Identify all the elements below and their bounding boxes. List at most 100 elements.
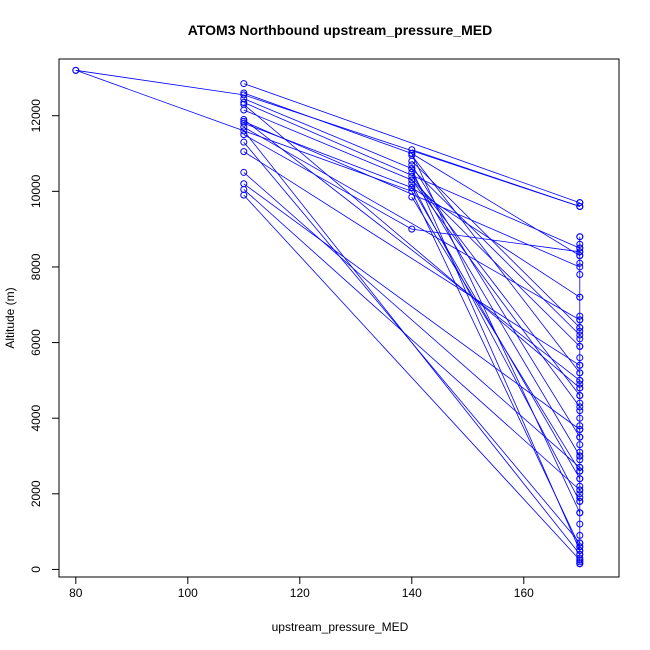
chart-title: ATOM3 Northbound upstream_pressure_MED: [188, 22, 492, 38]
data-point: [240, 131, 248, 139]
y-tick-label: 8000: [29, 253, 43, 280]
data-point: [576, 271, 584, 279]
data-point: [576, 316, 584, 324]
data-point: [576, 456, 584, 464]
data-point: [576, 556, 584, 564]
data-point: [576, 497, 584, 505]
data-point: [576, 543, 584, 551]
x-tick-label: 80: [69, 586, 83, 600]
data-point: [576, 199, 584, 207]
data-point: [576, 441, 584, 449]
data-point: [576, 252, 584, 260]
series-line-25: [411, 196, 581, 472]
series-line-0: [75, 69, 580, 207]
series-layer: [75, 69, 581, 564]
series-line-13: [243, 183, 581, 430]
data-point: [576, 403, 584, 411]
data-point: [576, 259, 584, 267]
data-point: [576, 407, 584, 415]
data-point: [576, 335, 584, 343]
data-point: [576, 354, 584, 362]
series-line-23: [411, 172, 581, 457]
series-line-14: [243, 189, 581, 491]
data-point: [240, 180, 248, 188]
series-line-21: [411, 155, 581, 374]
y-tick-label: 0: [29, 566, 43, 573]
x-tick-label: 120: [290, 586, 310, 600]
data-point: [576, 244, 584, 252]
series-line-30: [411, 153, 581, 513]
data-point: [576, 509, 584, 517]
data-point: [240, 91, 248, 99]
data-point: [576, 448, 584, 456]
y-axis: 0 2000 4000 6000 8000 10000 12000: [29, 99, 60, 573]
data-point: [240, 191, 248, 199]
x-tick-label: 100: [178, 586, 198, 600]
series-line-11: [243, 151, 581, 366]
data-point: [576, 426, 584, 434]
data-point: [576, 414, 584, 422]
data-point: [408, 157, 416, 165]
data-point: [576, 202, 584, 210]
series-line-18: [243, 119, 581, 381]
data-point: [576, 323, 584, 331]
y-tick-label: 4000: [29, 405, 43, 432]
data-point: [576, 486, 584, 494]
data-point: [408, 180, 416, 188]
data-point: [576, 392, 584, 400]
series-line-10: [243, 134, 580, 253]
x-tick-label: 140: [402, 586, 422, 600]
data-point: [576, 361, 584, 369]
data-point: [408, 176, 416, 184]
data-point: [576, 452, 584, 460]
data-point: [576, 490, 584, 498]
data-point: [576, 384, 584, 392]
data-point: [576, 482, 584, 490]
data-point: [408, 225, 416, 233]
series-line-24: [411, 183, 581, 502]
data-point: [408, 165, 416, 173]
x-axis: 80 100 120 140 160: [69, 576, 534, 600]
plot-area-frame: [58, 58, 620, 578]
data-point: [576, 263, 584, 271]
series-line-17: [243, 104, 581, 389]
data-point: [408, 193, 416, 201]
data-point: [576, 433, 584, 441]
data-point: [576, 233, 584, 241]
data-point: [576, 547, 584, 555]
data-point: [576, 293, 584, 301]
data-point: [408, 150, 416, 158]
series-line-31: [411, 179, 581, 347]
y-tick-label: 2000: [29, 480, 43, 507]
series-line-26: [411, 164, 581, 438]
data-point: [576, 422, 584, 430]
data-point: [576, 463, 584, 471]
data-point: [240, 100, 248, 108]
data-point: [576, 312, 584, 320]
data-point: [576, 520, 584, 528]
data-point: [240, 138, 248, 146]
data-point: [576, 248, 584, 256]
data-point: [576, 494, 584, 502]
data-point: [576, 560, 584, 568]
series-line-2: [243, 83, 580, 204]
series-line-20: [411, 149, 580, 207]
data-point: [576, 558, 584, 566]
series-line-3: [243, 92, 581, 256]
x-axis-label: upstream_pressure_MED: [272, 620, 409, 634]
data-point: [240, 119, 248, 127]
data-point: [576, 342, 584, 350]
data-point: [576, 399, 584, 407]
data-point: [408, 184, 416, 192]
series-line-28: [411, 187, 581, 298]
series-line-1: [75, 69, 581, 547]
series-line-15: [243, 194, 581, 561]
data-point: [576, 369, 584, 377]
series-line-9: [243, 126, 580, 321]
data-point: [240, 80, 248, 88]
data-point: [576, 331, 584, 339]
data-point: [576, 327, 584, 335]
data-point: [240, 115, 248, 123]
data-point: [576, 539, 584, 547]
